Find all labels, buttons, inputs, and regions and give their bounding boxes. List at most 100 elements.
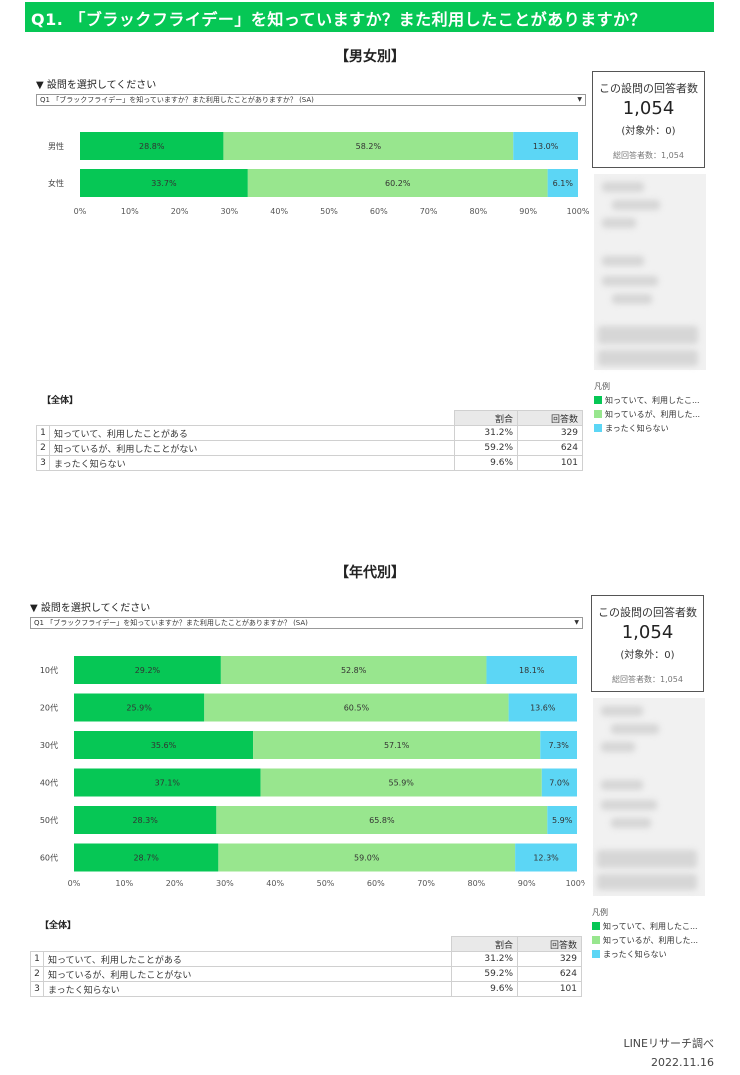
x-tick-label: 30% [221, 207, 239, 216]
bar-segment [513, 132, 578, 160]
x-tick-label: 90% [518, 879, 536, 888]
category-label: 40代 [40, 778, 58, 788]
respondent-count-title: この設問の回答者数 [598, 606, 697, 619]
category-label: 10代 [40, 665, 58, 675]
total-respondents: 総回答者数：1,054 [612, 675, 683, 684]
x-tick-label: 20% [171, 207, 189, 216]
data-label: 7.3% [548, 741, 569, 750]
category-label: 30代 [40, 740, 58, 750]
total-respondents: 総回答者数：1,054 [613, 151, 684, 160]
excluded-count: (対象外：0) [620, 650, 675, 661]
age-stacked-bar-chart: 10代 29.2% 52.8% 18.1% 20代 25.9% 60.5% 13.6% 30代 3… [40, 656, 585, 888]
question-select-value: Q1 「ブラックフライデー」を知っていますか？また利用したことがありますか？ (… [40, 96, 314, 104]
bar-segment [220, 656, 487, 684]
question-select-label: ▼ 設問を選択してください [36, 80, 157, 91]
bar-segment [508, 693, 577, 722]
header-pct: 割合 [451, 936, 518, 952]
data-label: 57.1% [384, 741, 410, 750]
x-tick-label: 40% [270, 207, 288, 216]
data-label: 13.6% [530, 704, 556, 713]
bar-segment [547, 169, 578, 197]
x-tick-label: 20% [166, 879, 184, 888]
bar-segment [260, 768, 542, 797]
data-label: 6.1% [553, 179, 574, 188]
bar-segment [74, 731, 254, 759]
summary-header-row: 割合 回答数 [31, 936, 582, 952]
data-label: 29.2% [135, 666, 161, 675]
bar-segment [74, 768, 261, 797]
x-tick-label: 60% [367, 879, 385, 888]
x-tick-label: 100% [567, 207, 590, 216]
x-tick-label: 30% [216, 879, 234, 888]
legend-item-not-known: まったく知らない [594, 423, 669, 434]
x-tick-label: 80% [470, 207, 488, 216]
bar-segment [80, 169, 248, 197]
bar-segment [486, 656, 577, 684]
gender-stacked-bar-chart: 男性 28.8% 58.2% 13.0% 女性 33.7% 60.2% 6.1% 0% 10% 20… [48, 132, 590, 216]
category-label: 60代 [40, 853, 58, 863]
bar-segment [223, 132, 514, 160]
question-select[interactable]: Q1 「ブラックフライデー」を知っていますか？また利用したことがありますか？ (… [30, 617, 583, 629]
bar-segment [547, 806, 577, 834]
respondent-count-value: 1,054 [621, 622, 674, 643]
bar-segment [253, 731, 541, 759]
data-label: 60.2% [385, 179, 411, 188]
data-label: 65.8% [369, 816, 395, 825]
header-count: 回答数 [517, 410, 583, 426]
x-tick-label: 0% [68, 879, 81, 888]
question-select-label: ▼ 設問を選択してください [30, 603, 151, 614]
blurred-filter-panel [594, 174, 706, 370]
question-select-value: Q1 「ブラックフライデー」を知っていますか？また利用したことがありますか？ (… [34, 619, 308, 627]
data-label: 60.5% [344, 704, 370, 713]
data-label: 58.2% [356, 142, 382, 151]
chevron-down-icon: ▼ [577, 96, 582, 103]
bar-segment [74, 693, 205, 722]
legend-item-known-not-used: 知っているが、利用した... [594, 409, 700, 420]
x-tick-label: 10% [115, 879, 133, 888]
data-label: 55.9% [388, 779, 414, 788]
x-tick-label: 50% [320, 207, 338, 216]
x-tick-label: 40% [266, 879, 284, 888]
bar-segment [204, 693, 509, 722]
data-label: 33.7% [151, 179, 177, 188]
x-tick-label: 0% [74, 207, 87, 216]
blurred-filter-panel [593, 698, 705, 896]
chevron-down-icon: ▼ [574, 619, 579, 626]
summary-label: 【全体】 [40, 921, 77, 931]
data-label: 18.1% [519, 666, 545, 675]
category-label: 男性 [48, 141, 64, 151]
question-select[interactable]: Q1 「ブラックフライデー」を知っていますか？また利用したことがありますか？ (… [36, 94, 586, 106]
table-row: 1 知っていて、利用したことがある 31.2% 329 [36, 425, 583, 441]
x-tick-label: 50% [317, 879, 335, 888]
header-pct: 割合 [454, 410, 518, 426]
legend-item-known-used: 知っていて、利用したこ... [594, 395, 700, 406]
data-label: 37.1% [155, 779, 181, 788]
data-label: 28.3% [132, 816, 158, 825]
category-label: 50代 [40, 815, 58, 825]
section-title-age: 【年代別】 [335, 565, 405, 581]
respondent-count-card: この設問の回答者数 1,054 (対象外：0) 総回答者数：1,054 [591, 595, 704, 692]
data-label: 5.9% [552, 816, 573, 825]
x-tick-label: 100% [566, 879, 585, 888]
data-label: 28.7% [133, 854, 159, 863]
table-row: 3 まったく知らない 9.6% 101 [36, 455, 583, 471]
legend-title: 凡例 [594, 382, 610, 391]
bar-segment [74, 656, 221, 684]
respondent-count-card: この設問の回答者数 1,054 (対象外：0) 総回答者数：1,054 [592, 71, 705, 168]
table-row: 1 知っていて、利用したことがある 31.2% 329 [30, 951, 582, 967]
legend-item-known-used: 知っていて、利用したこ... [592, 921, 698, 932]
category-label: 女性 [48, 178, 64, 188]
respondent-count-title: この設問の回答者数 [599, 82, 698, 95]
data-label: 7.0% [549, 779, 570, 788]
bar-segment [218, 843, 516, 872]
data-label: 13.0% [533, 142, 559, 151]
bar-segment [80, 132, 224, 160]
data-label: 59.0% [354, 854, 380, 863]
x-tick-label: 70% [420, 207, 438, 216]
bar-segment [541, 768, 577, 797]
table-row: 3 まったく知らない 9.6% 101 [30, 981, 582, 997]
bar-segment [247, 169, 548, 197]
section-title-gender: 【男女別】 [335, 49, 405, 65]
data-label: 28.8% [139, 142, 165, 151]
question-title: Q1. 「ブラックフライデー」を知っていますか？また利用したことがありますか？ [31, 10, 647, 29]
